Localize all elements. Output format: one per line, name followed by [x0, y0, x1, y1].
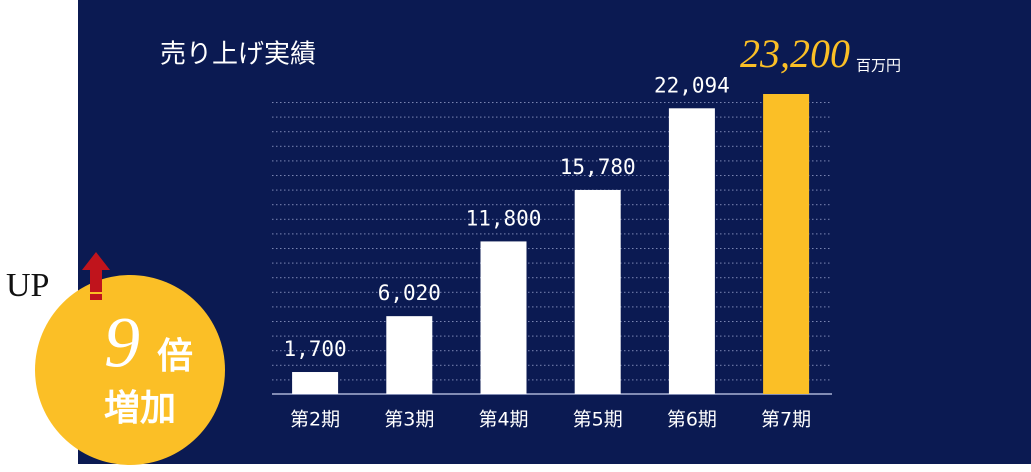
x-tick-label: 第3期: [384, 409, 434, 431]
badge-suffix: 倍: [157, 336, 193, 377]
x-tick-label: 第5期: [573, 409, 623, 431]
bar: [574, 189, 621, 394]
bar: [386, 316, 433, 394]
value-label: 1,700: [283, 337, 346, 361]
up-arrow-dash: [90, 294, 102, 300]
bar: [480, 241, 527, 394]
badge-circle: [35, 275, 225, 465]
bar: [763, 94, 810, 394]
badge: UP 9 倍 増加: [6, 252, 225, 465]
value-label: 11,800: [466, 206, 542, 230]
x-tick-label: 第7期: [761, 409, 811, 431]
grid-pattern: [272, 102, 832, 394]
plot: 第2期 1,700 第3期 6,020 第4期 11,800 第5期 15,780 第6期 22,…: [283, 31, 901, 430]
bar: [668, 108, 715, 394]
x-tick-label: 第4期: [478, 409, 528, 431]
chart-title: 売り上げ実績: [160, 40, 316, 70]
bar: [292, 372, 339, 394]
badge-up: UP: [6, 267, 49, 304]
badge-caption: 増加: [104, 388, 176, 429]
x-tick-label: 第6期: [667, 409, 717, 431]
up-arrow: [82, 252, 110, 292]
value-label: 6,020: [378, 281, 441, 305]
badge-number: 9: [104, 303, 140, 383]
highlight-value-label: 23,200: [740, 31, 850, 76]
unit-label: 百万円: [856, 57, 901, 75]
value-label: 22,094: [654, 73, 730, 97]
value-label: 15,780: [560, 155, 636, 179]
x-tick-label: 第2期: [290, 409, 340, 431]
